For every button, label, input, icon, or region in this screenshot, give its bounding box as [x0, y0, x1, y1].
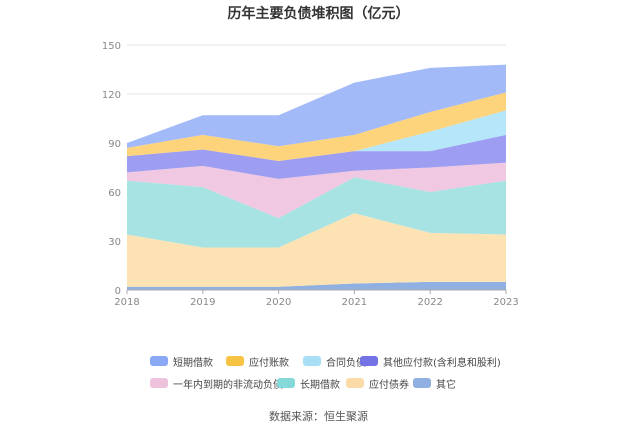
legend-row: 一年内到期的非流动负债 长期借款 应付债券 其它	[150, 372, 550, 394]
legend-label: 应付账款	[249, 357, 289, 369]
y-tick-label-4: 120	[102, 90, 121, 101]
area-series-3	[127, 162, 506, 219]
x-tick-label-2: 2020	[266, 297, 291, 308]
legend-item[interactable]: 其它	[413, 376, 456, 391]
legend-item[interactable]: 长期借款	[277, 376, 340, 391]
area-series-6	[127, 92, 506, 161]
y-tick-label-1: 30	[108, 237, 121, 248]
area-series-1	[127, 213, 506, 287]
area-series	[127, 64, 506, 290]
axes: 0 30 60 90 120 150 2018 2019 2020 2021 2022 2023	[102, 41, 519, 308]
legend: 短期借款 应付账款 合同负债 其他应付款(含利息和股利) 一年内到期的非流动负债 长期借款…	[150, 350, 550, 394]
legend-item[interactable]: 应付账款	[226, 354, 289, 369]
x-tick-label-3: 2021	[342, 297, 367, 308]
area-series-2	[127, 177, 506, 248]
legend-label: 其它	[436, 379, 456, 391]
x-tick-label-5: 2023	[493, 297, 518, 308]
chart-title: 历年主要负债堆积图（亿元）	[227, 6, 410, 22]
y-tick-label-5: 150	[102, 41, 121, 52]
legend-label: 其他应付款(含利息和股利)	[383, 357, 501, 369]
x-tick-label-0: 2018	[114, 297, 139, 308]
legend-label: 短期借款	[173, 357, 213, 369]
legend-swatch	[150, 378, 168, 388]
legend-swatch	[346, 378, 364, 388]
y-tick-label-3: 90	[108, 139, 121, 150]
y-tick-label-0: 0	[115, 286, 121, 297]
legend-label: 应付债券	[369, 379, 409, 391]
legend-label: 长期借款	[300, 379, 340, 391]
area-series-5	[127, 110, 506, 161]
legend-item[interactable]: 其他应付款(含利息和股利)	[360, 354, 501, 369]
legend-swatch	[303, 356, 321, 366]
x-tick-label-1: 2019	[190, 297, 215, 308]
source-note: 数据来源：恒生聚源	[269, 410, 368, 423]
legend-row: 短期借款 应付账款 合同负债 其他应付款(含利息和股利)	[150, 350, 550, 372]
area-series-4	[127, 134, 506, 179]
legend-item[interactable]: 短期借款	[150, 354, 213, 369]
y-tick-label-2: 60	[108, 188, 121, 199]
legend-swatch	[226, 356, 244, 366]
legend-swatch	[413, 378, 431, 388]
legend-swatch	[360, 356, 378, 366]
legend-item[interactable]: 合同负债	[303, 354, 366, 369]
legend-item[interactable]: 一年内到期的非流动负债	[150, 376, 283, 391]
legend-swatch	[150, 356, 168, 366]
x-tick-label-4: 2022	[417, 297, 442, 308]
legend-label: 合同负债	[326, 357, 366, 369]
legend-item[interactable]: 应付债券	[346, 376, 409, 391]
area-series-0	[127, 281, 506, 290]
area-series-7	[127, 64, 506, 148]
legend-label: 一年内到期的非流动负债	[173, 379, 283, 391]
legend-swatch	[277, 378, 295, 388]
